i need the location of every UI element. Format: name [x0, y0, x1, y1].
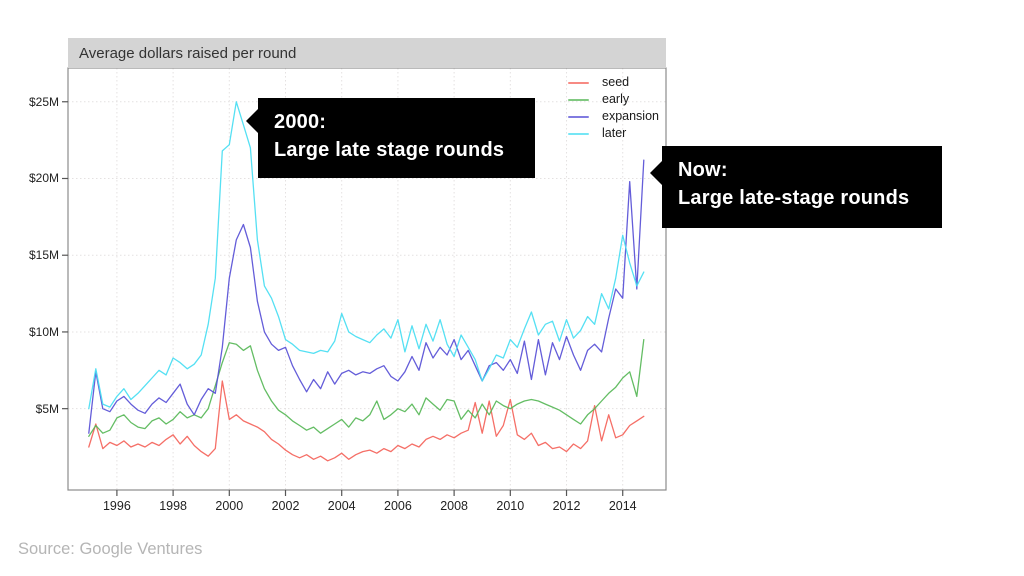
annotation-now-line2: Large late-stage rounds [678, 187, 910, 209]
x-axis-tick-label: 2014 [608, 499, 637, 513]
y-axis-tick-label: $25M [28, 94, 59, 109]
legend-item-seed: seed [568, 74, 659, 91]
x-axis-tick-label: 2010 [496, 499, 525, 513]
legend-label: later [602, 126, 627, 140]
chart-legend: seed early expansion later [568, 74, 659, 142]
y-axis-tick-label: $20M [28, 171, 59, 186]
y-axis-tick-label: $5M [35, 401, 59, 416]
series-line-early [88, 338, 645, 437]
chart-title: Average dollars raised per round [79, 44, 297, 62]
legend-line-swatch [568, 132, 589, 135]
series-line-later [88, 101, 645, 410]
y-axis-tick-label: $10M [28, 324, 59, 339]
x-axis-tick-label: 2002 [271, 499, 300, 513]
x-axis-tick-label: 2012 [552, 499, 581, 513]
x-axis-tick-label: 1998 [159, 499, 187, 513]
series-line-expansion [88, 159, 645, 434]
x-axis-tick-label: 2000 [215, 499, 244, 513]
chart-title-bar: Average dollars raised per round [68, 38, 666, 68]
legend-label: seed [602, 75, 630, 89]
x-axis-tick-label: 2006 [384, 499, 412, 513]
source-caption: Source: Google Ventures [18, 540, 203, 558]
x-axis-tick-label: 2004 [327, 499, 356, 513]
annotation-2000: 2000: Large late stage rounds [246, 98, 535, 178]
legend-item-expansion: expansion [568, 108, 659, 125]
legend-line-swatch [568, 98, 589, 101]
legend-item-later: later [568, 125, 659, 142]
series-line-seed [88, 380, 645, 462]
legend-line-swatch [568, 115, 589, 118]
callout-arrow-left-icon [650, 160, 663, 186]
x-axis-tick-label: 2008 [440, 499, 469, 513]
y-axis-tick-label: $15M [28, 248, 59, 263]
annotation-now: Now: Large late-stage rounds [650, 146, 942, 228]
annotation-now-line1: Now: [678, 159, 728, 181]
legend-label: early [602, 92, 630, 106]
callout-arrow-left-icon [246, 108, 259, 134]
annotation-2000-line1: 2000: [274, 111, 327, 133]
legend-item-early: early [568, 91, 659, 108]
x-axis-tick-label: 1996 [102, 499, 131, 513]
legend-label: expansion [602, 109, 659, 123]
annotation-2000-line2: Large late stage rounds [274, 139, 505, 161]
legend-line-swatch [568, 81, 589, 84]
plot-border [67, 67, 667, 491]
